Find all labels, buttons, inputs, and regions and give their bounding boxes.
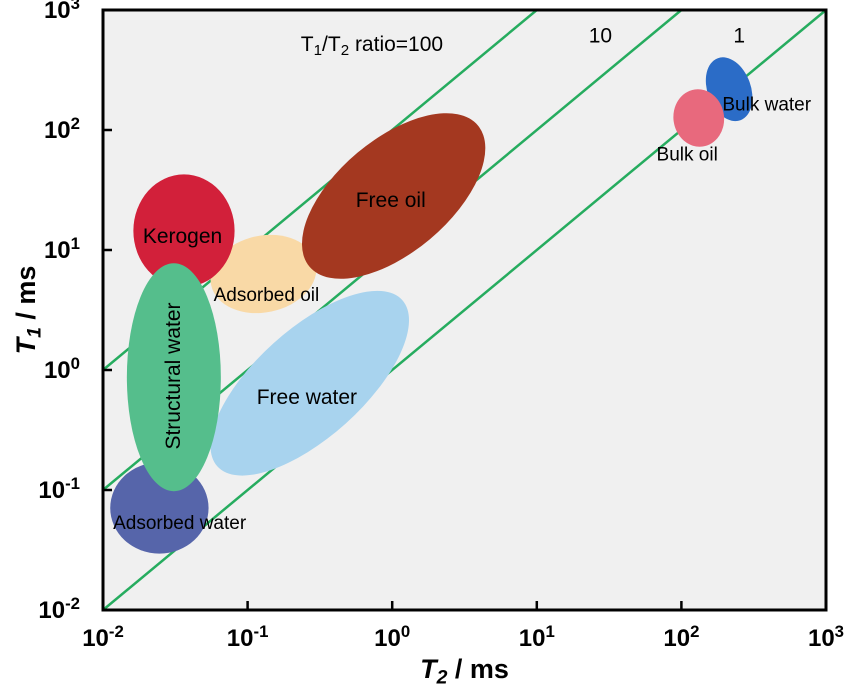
y-axis-title: T1 / ms [11, 266, 45, 355]
region-ellipse-free-water [210, 290, 410, 476]
ratio-line-label-10: 10 [589, 25, 612, 48]
region-label-free-water: Free water [257, 386, 357, 409]
region-label-kerogen: Kerogen [143, 225, 222, 248]
region-label-bulk-oil: Bulk oil [657, 145, 718, 166]
ratio-line-label-100: T1/T2 ratio=100 [301, 33, 443, 59]
x-tick-label-3: 103 [808, 622, 844, 652]
x-tick-label--1: 10-1 [227, 622, 269, 652]
region-label-free-oil: Free oil [356, 189, 426, 212]
y-tick-label-0: 100 [44, 354, 80, 384]
plot-frame [101, 8, 828, 612]
y-tick-label--2: 10-2 [38, 594, 80, 624]
y-tick-label-3: 103 [44, 0, 80, 24]
y-tick-label-2: 102 [44, 114, 80, 144]
x-tick-label-0: 100 [374, 622, 410, 652]
region-label-adsorbed-water: Adsorbed water [113, 513, 247, 534]
x-tick-label--2: 10-2 [82, 622, 124, 652]
ratio-line-label-1: 1 [733, 25, 745, 48]
region-ellipse-adsorbed-oil [210, 234, 317, 314]
x-tick-label-1: 101 [519, 622, 555, 652]
x-tick-label-2: 102 [663, 622, 699, 652]
region-ellipse-kerogen [133, 174, 235, 288]
y-tick-label-1: 101 [44, 234, 80, 264]
y-tick-label--1: 10-1 [38, 474, 80, 504]
region-ellipse-structural-water [126, 263, 221, 492]
x-axis-title: T2 / ms [420, 654, 509, 688]
region-label-bulk-water: Bulk water [722, 94, 811, 115]
region-ellipse-bulk-oil [673, 89, 725, 147]
region-label-structural-water: Structural water [162, 302, 185, 449]
region-label-adsorbed-oil: Adsorbed oil [214, 285, 320, 306]
region-ellipse-free-oil [301, 113, 486, 279]
